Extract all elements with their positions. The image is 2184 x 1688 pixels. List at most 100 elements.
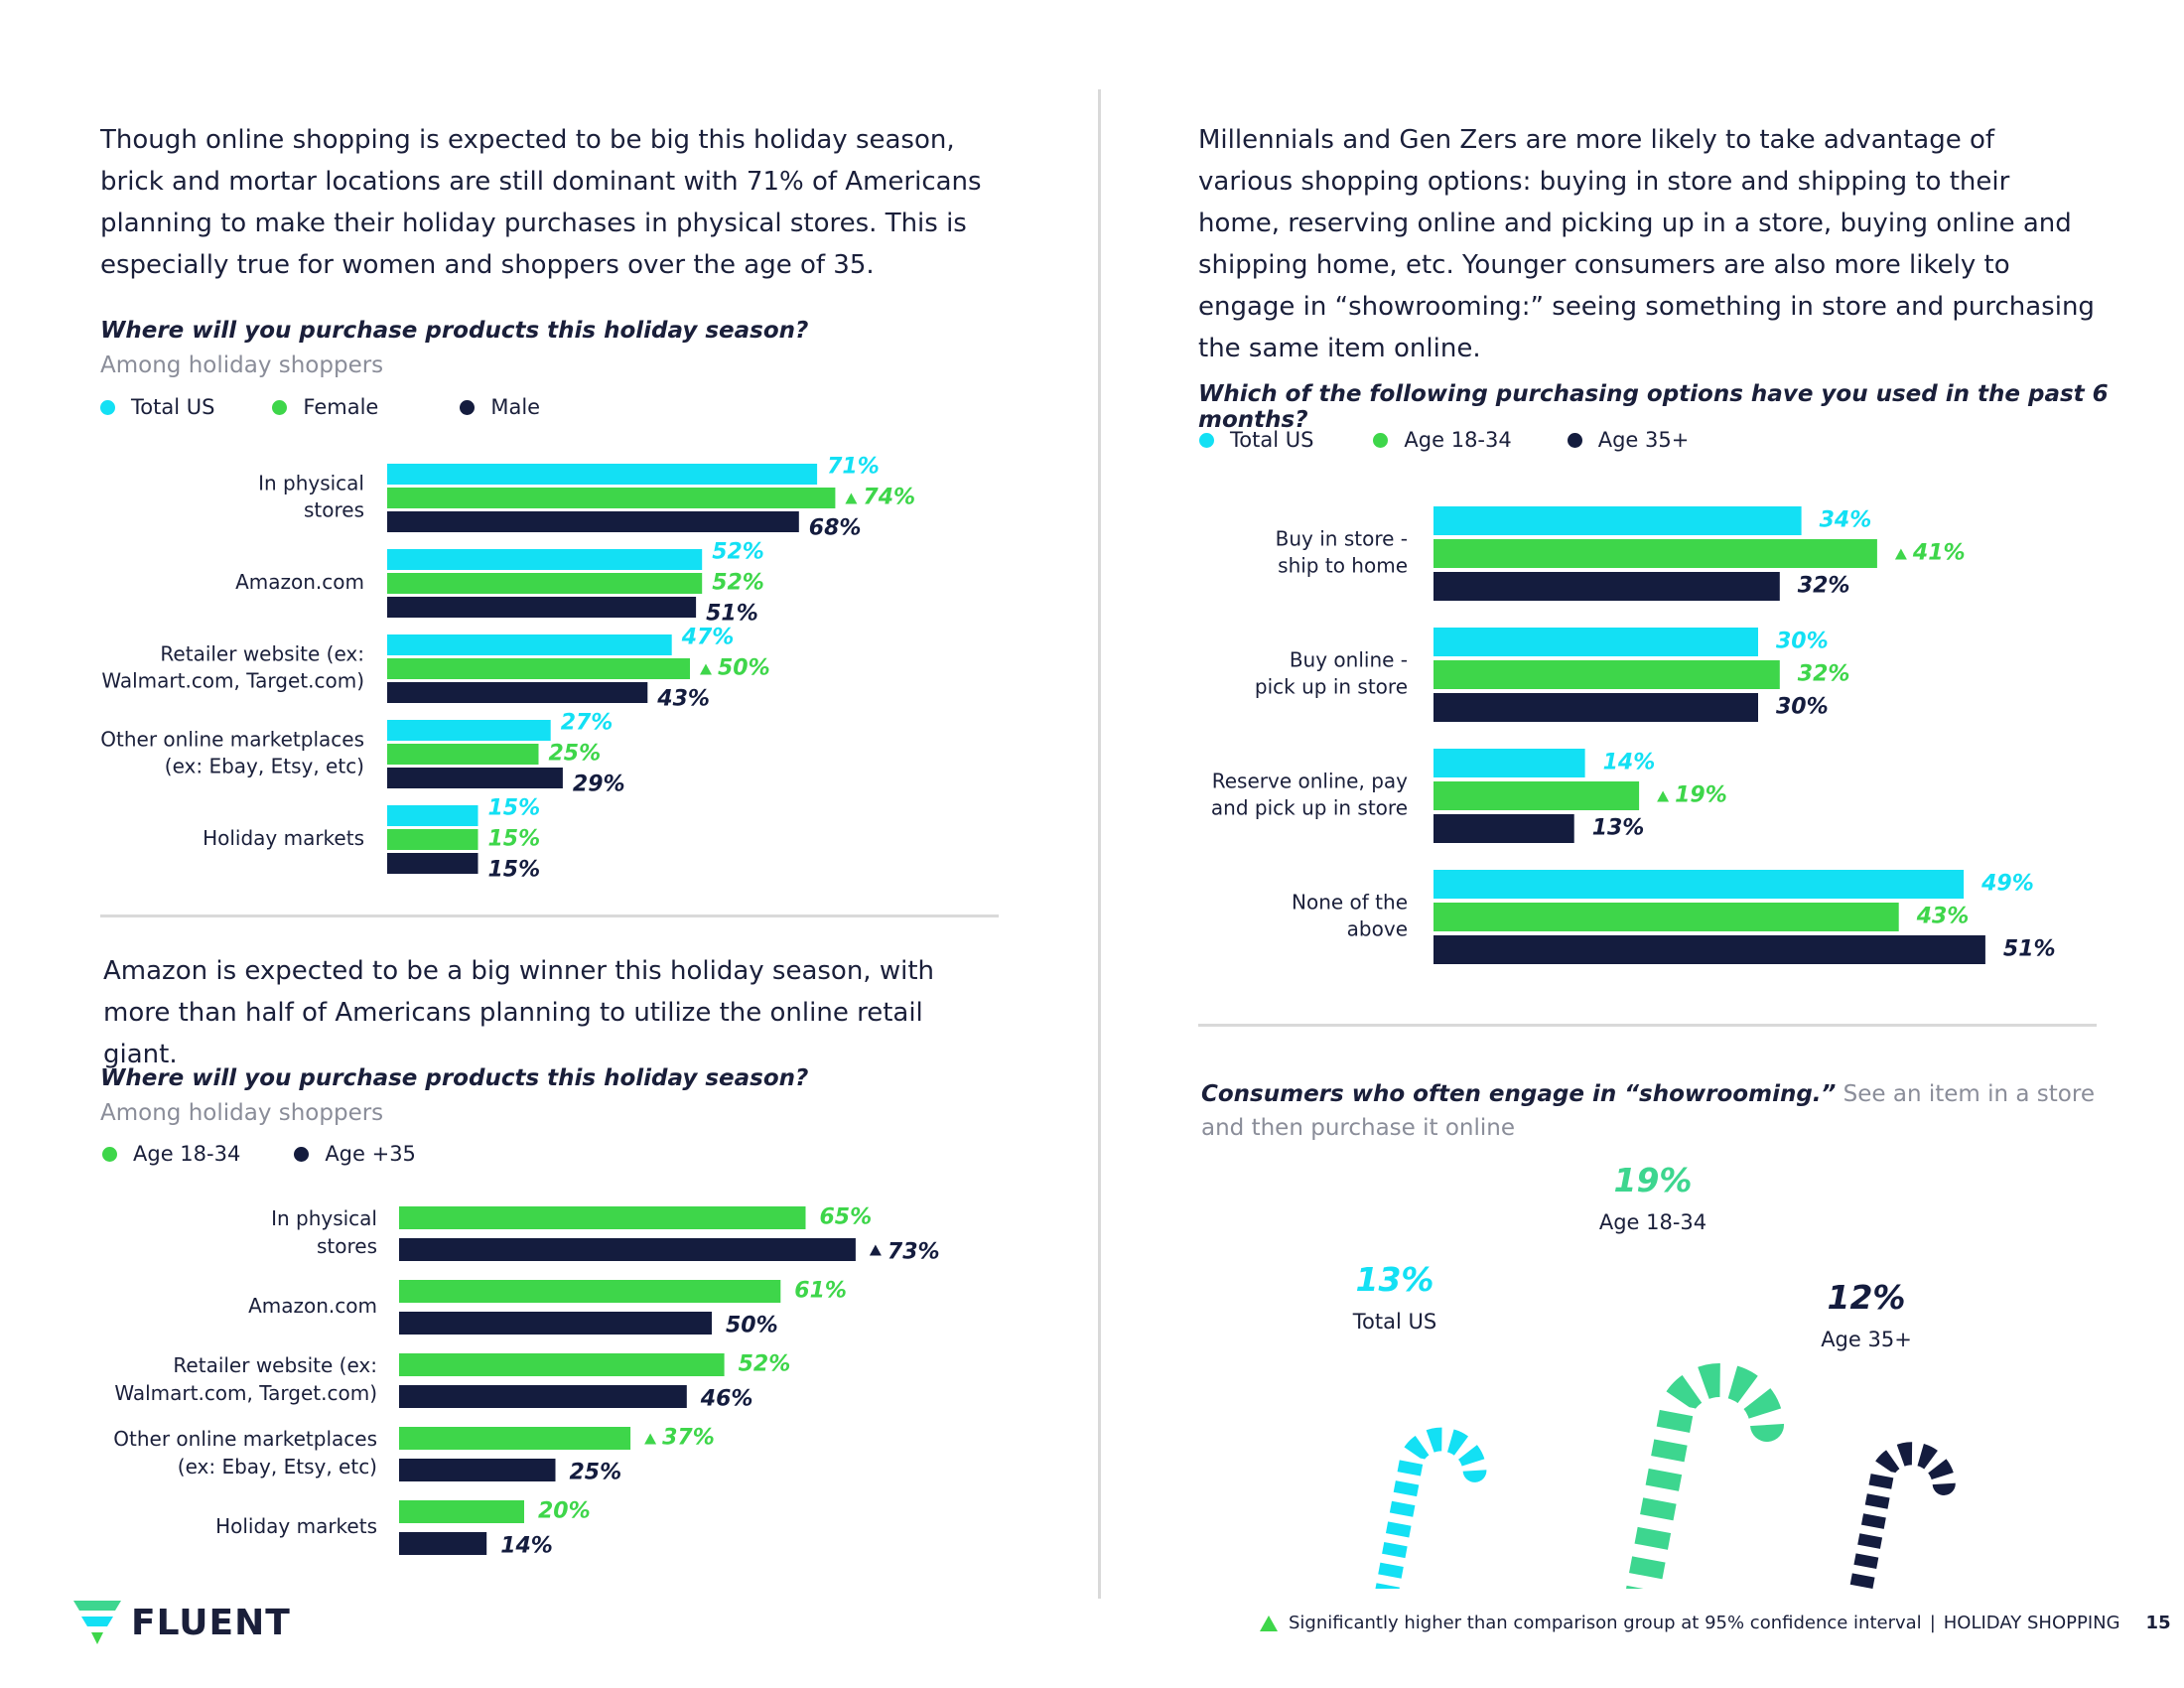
showrooming-value-age-35: 12%	[1828, 1278, 1906, 1317]
category-label-other-online-marketplaces-ex-ebay-etsy-etc: (ex: Ebay, Etsy, etc)	[165, 755, 364, 778]
chart-purchasing-options: Buy in store - ship to home 34% 41% 32% Buy o…	[1211, 506, 2056, 964]
data-label-female-other-online-marketplaces-ex-ebay-etsy-etc: 25%	[549, 742, 602, 767]
chart1-legend: Total US Female Male	[100, 395, 540, 419]
data-label-total-us-holiday-markets: 15%	[488, 796, 541, 821]
bar-male-amazon-com	[387, 597, 697, 618]
data-label-age-18-34-other-online-marketplaces-ex-ebay-etsy-etc: 37%	[662, 1426, 715, 1451]
bar-age-35-buy-online-pick-up-in-store	[1433, 693, 1758, 722]
column-divider	[1098, 89, 1101, 1599]
candy-cane-icon	[1624, 1362, 1785, 1589]
chart-purchase-by-gender: In physical stores 71% 74%68% Amazon.com 52% 5…	[100, 455, 915, 883]
data-label-female-holiday-markets: 15%	[488, 827, 541, 852]
footer-separator: |	[1929, 1613, 1936, 1633]
data-label-total-us-retailer-website-ex-walmart-com-target-com: 47%	[681, 626, 735, 650]
data-label-total-us-none-of-the-above: 49%	[1980, 872, 2034, 897]
bar-total-us-buy-online-pick-up-in-store	[1433, 628, 1758, 656]
candy-cane-stripes	[1624, 1362, 1785, 1589]
legend-total-us: Total US	[1199, 428, 1313, 452]
data-label-age-35-buy-in-store-ship-to-home: 32%	[1798, 574, 1850, 599]
showrooming-group-age-35: Age 35+	[1821, 1328, 1912, 1351]
data-label-age-35-holiday-markets: 14%	[500, 1534, 553, 1559]
data-label-age-35-retailer-website-ex-walmart-com-target-com: 46%	[700, 1387, 753, 1412]
category-label-holiday-markets: Holiday markets	[203, 826, 364, 850]
bar-age-35-amazon-com	[399, 1312, 712, 1335]
bar-total-us-holiday-markets	[387, 805, 478, 826]
data-label-male-retailer-website-ex-walmart-com-target-com: 43%	[656, 687, 710, 712]
bar-total-us-reserve-online-pay-and-pick-up-in-store	[1433, 749, 1585, 777]
legend-label: Age +35	[325, 1142, 416, 1166]
chart3-legend: Total US Age 18-34 Age 35+	[1199, 428, 1689, 452]
data-label-total-us-buy-online-pick-up-in-store: 30%	[1776, 630, 1829, 654]
legend-male: Male	[460, 395, 540, 419]
bar-female-retailer-website-ex-walmart-com-target-com	[387, 658, 690, 679]
category-label-in-physical-stores: stores	[317, 1234, 377, 1258]
candy-cane-stripes	[1848, 1441, 1957, 1589]
showrooming-group-total-us: Total US	[1352, 1310, 1436, 1334]
category-label-reserve-online-pay-and-pick-up-in-store: Reserve online, pay	[1212, 770, 1408, 793]
showrooming-pictogram: 13% Total US 19% Age 18-34 12% Age 35+	[1352, 1161, 1957, 1589]
bar-total-us-in-physical-stores	[387, 464, 818, 485]
candy-cane-stripes	[1374, 1427, 1488, 1589]
bar-age-35-in-physical-stores	[399, 1238, 856, 1261]
data-label-age-35-buy-online-pick-up-in-store: 30%	[1776, 695, 1829, 720]
category-label-buy-in-store-ship-to-home: Buy in store -	[1276, 527, 1408, 551]
category-label-retailer-website-ex-walmart-com-target-com: Retailer website (ex:	[173, 1353, 377, 1377]
bar-age-18-34-holiday-markets	[399, 1500, 524, 1523]
bar-female-holiday-markets	[387, 829, 478, 850]
category-label-amazon-com: Amazon.com	[248, 1294, 377, 1318]
legend-dot-green	[272, 399, 288, 415]
data-label-male-in-physical-stores: 68%	[809, 516, 862, 541]
data-label-age-18-34-buy-in-store-ship-to-home: 41%	[1912, 541, 1966, 566]
legend-label: Female	[303, 395, 379, 419]
showrooming-title-rest: See an item in a store and then purchase…	[1201, 1081, 2095, 1141]
category-label-retailer-website-ex-walmart-com-target-com: Retailer website (ex:	[160, 642, 364, 666]
bar-male-other-online-marketplaces-ex-ebay-etsy-etc	[387, 768, 563, 788]
significance-triangle-icon	[1260, 1615, 1278, 1631]
bar-age-18-34-retailer-website-ex-walmart-com-target-com	[399, 1353, 725, 1376]
chart2-subtitle: Among holiday shoppers	[100, 1100, 384, 1126]
data-label-total-us-in-physical-stores: 71%	[827, 455, 880, 480]
bar-female-other-online-marketplaces-ex-ebay-etsy-etc	[387, 744, 539, 765]
showrooming-group-age-18-34: Age 18-34	[1599, 1210, 1706, 1234]
bar-female-amazon-com	[387, 573, 703, 594]
chart2-question: Where will you purchase products this ho…	[100, 1065, 809, 1091]
category-label-none-of-the-above: above	[1347, 917, 1408, 941]
legend-label: Total US	[1230, 428, 1314, 452]
category-label-buy-online-pick-up-in-store: pick up in store	[1255, 675, 1408, 699]
significance-triangle-icon	[845, 492, 858, 504]
category-label-retailer-website-ex-walmart-com-target-com: Walmart.com, Target.com)	[101, 669, 364, 693]
bar-age-18-34-amazon-com	[399, 1280, 781, 1303]
bar-female-in-physical-stores	[387, 488, 836, 508]
bar-total-us-retailer-website-ex-walmart-com-target-com	[387, 634, 672, 655]
significance-triangle-icon	[644, 1433, 657, 1445]
fluent-logo-icon	[73, 1601, 121, 1644]
category-label-other-online-marketplaces-ex-ebay-etsy-etc: (ex: Ebay, Etsy, etc)	[178, 1455, 377, 1478]
category-label-other-online-marketplaces-ex-ebay-etsy-etc: Other online marketplaces	[100, 728, 364, 752]
left-intro: Though online shopping is expected to be…	[100, 125, 982, 280]
legend-age-35-plus: Age 35+	[1567, 428, 1689, 452]
legend-dot-cyan	[100, 399, 115, 415]
category-label-buy-in-store-ship-to-home: ship to home	[1278, 554, 1408, 578]
category-label-in-physical-stores: In physical	[271, 1206, 377, 1230]
legend-age-18-34: Age 18-34	[1373, 428, 1512, 452]
data-label-total-us-buy-in-store-ship-to-home: 34%	[1820, 508, 1872, 533]
showrooming-title-bold: Consumers who often engage in “showroomi…	[1201, 1081, 1837, 1107]
showrooming-value-total-us: 13%	[1356, 1260, 1434, 1299]
data-label-age-18-34-holiday-markets: 20%	[538, 1499, 591, 1524]
data-label-female-in-physical-stores: 74%	[863, 486, 915, 510]
bar-male-retailer-website-ex-walmart-com-target-com	[387, 682, 648, 703]
chart-purchase-by-age: In physical stores 65% 73% Amazon.com 61% 50% R…	[113, 1205, 939, 1559]
bar-age-35-other-online-marketplaces-ex-ebay-etsy-etc	[399, 1459, 556, 1481]
data-label-female-amazon-com: 52%	[712, 571, 764, 596]
data-label-age-18-34-reserve-online-pay-and-pick-up-in-store: 19%	[1675, 783, 1727, 808]
footer-section: HOLIDAY SHOPPING	[1943, 1613, 2120, 1633]
data-label-age-18-34-none-of-the-above: 43%	[1916, 905, 1970, 929]
category-label-amazon-com: Amazon.com	[235, 570, 364, 594]
significance-triangle-icon	[1657, 790, 1670, 802]
bar-age-35-holiday-markets	[399, 1532, 487, 1555]
bar-total-us-none-of-the-above	[1433, 870, 1965, 899]
category-label-reserve-online-pay-and-pick-up-in-store: and pick up in store	[1211, 796, 1408, 820]
showrooming-value-age-18-34: 19%	[1614, 1161, 1693, 1199]
bar-age-18-34-in-physical-stores	[399, 1206, 806, 1229]
legend-age-18-34: Age 18-34	[102, 1142, 240, 1166]
